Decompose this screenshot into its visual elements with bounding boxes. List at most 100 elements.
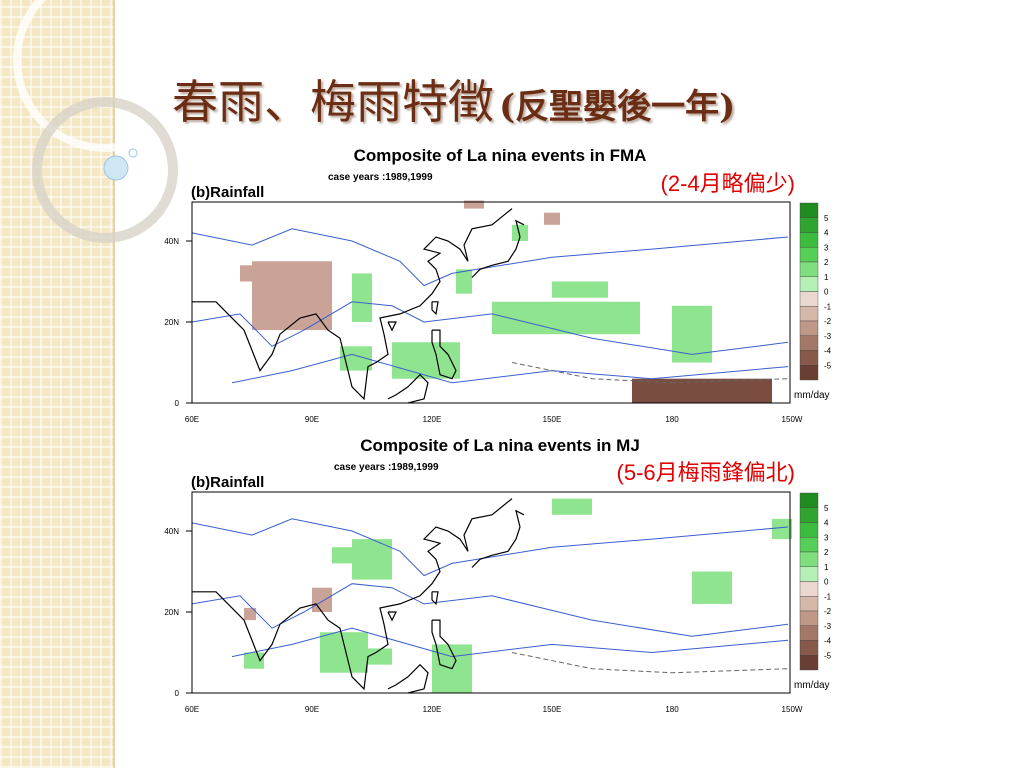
annotation: (2-4月略偏少) bbox=[661, 171, 795, 196]
panel: Composite of La nina events in MJ case ye… bbox=[164, 436, 831, 714]
map bbox=[191, 200, 791, 404]
rain-patch-positive bbox=[244, 652, 264, 669]
colorbar-cell bbox=[799, 551, 819, 567]
panel-label: (b)Rainfall bbox=[191, 184, 264, 201]
case-years: case years :1989,1999 bbox=[334, 462, 439, 473]
map-frame bbox=[191, 491, 791, 694]
coastline bbox=[431, 329, 457, 380]
rain-patch-positive bbox=[692, 571, 732, 604]
lon-label: 90E bbox=[305, 705, 319, 714]
colorbar-label: -2 bbox=[824, 607, 832, 616]
colorbar-label: -5 bbox=[824, 361, 832, 370]
panel-heading: Composite of La nina events in FMA bbox=[354, 146, 647, 165]
lat-label: 40N bbox=[164, 527, 179, 536]
rain-patch-positive bbox=[332, 547, 364, 564]
lon-label: 180 bbox=[665, 705, 679, 714]
colorbar-cell bbox=[799, 232, 819, 248]
rain-patch-positive bbox=[368, 648, 392, 665]
rain-patch-negative bbox=[252, 261, 332, 331]
contour-dashed bbox=[511, 652, 789, 674]
colorbar-label: 4 bbox=[824, 229, 829, 238]
coastline bbox=[192, 498, 513, 691]
colorbar-label: -1 bbox=[824, 302, 832, 311]
colorbar-label: -4 bbox=[824, 637, 832, 646]
colorbar-label: 5 bbox=[824, 214, 829, 223]
coastline bbox=[387, 321, 397, 332]
lat-label: 0 bbox=[175, 689, 180, 698]
coastline bbox=[431, 619, 457, 670]
colorbar-label: -2 bbox=[824, 317, 832, 326]
lon-label: 150E bbox=[543, 705, 562, 714]
lat-label: 40N bbox=[164, 237, 179, 246]
map-bg bbox=[192, 492, 790, 693]
rain-patch-negative bbox=[312, 587, 332, 612]
colorbar-label: 0 bbox=[824, 288, 829, 297]
contour bbox=[191, 518, 789, 577]
slide-title: 春雨、梅雨特徵 (反聖嬰後一年) bbox=[172, 66, 735, 132]
contour bbox=[231, 353, 789, 384]
lon-label: 60E bbox=[185, 705, 199, 714]
panel-heading: Composite of La nina events in MJ bbox=[360, 436, 640, 455]
colorbar-cell bbox=[799, 261, 819, 277]
lat-label: 20N bbox=[164, 318, 179, 327]
colorbar-label: 2 bbox=[824, 548, 829, 557]
colorbar-label: 1 bbox=[824, 273, 829, 282]
lon-label: 120E bbox=[423, 415, 442, 424]
lon-label: 150W bbox=[782, 705, 803, 714]
colorbar-label: 4 bbox=[824, 519, 829, 528]
colorbar-unit: mm/day bbox=[794, 390, 830, 401]
colorbar-cell bbox=[799, 217, 819, 233]
lon-label: 90E bbox=[305, 415, 319, 424]
colorbar-label: 3 bbox=[824, 533, 829, 542]
lon-label: 60E bbox=[185, 415, 199, 424]
contour bbox=[191, 301, 789, 355]
lat-label: 0 bbox=[175, 399, 180, 408]
title-main: 春雨、梅雨特徵 bbox=[172, 75, 494, 129]
rain-patch-positive bbox=[320, 632, 368, 673]
colorbar-label: -4 bbox=[824, 347, 832, 356]
title-sub: (反聖嬰後一年) bbox=[499, 87, 736, 127]
colorbar-cell bbox=[799, 625, 819, 641]
coastline bbox=[431, 301, 439, 316]
colorbar-cell bbox=[799, 610, 819, 626]
rain-patch-positive bbox=[456, 269, 472, 294]
contour bbox=[191, 583, 789, 637]
colorbar-cell bbox=[799, 247, 819, 263]
rain-patch-positive bbox=[552, 281, 608, 298]
colorbar-cell bbox=[799, 350, 819, 366]
colorbar-label: 5 bbox=[824, 504, 829, 513]
lat-label: 20N bbox=[164, 608, 179, 617]
rain-patch-negative bbox=[244, 607, 256, 621]
colorbar-cell bbox=[799, 655, 819, 671]
rain-patch-positive bbox=[352, 273, 372, 322]
panel-label: (b)Rainfall bbox=[191, 474, 264, 491]
rain-patch-negative bbox=[544, 212, 560, 225]
contour bbox=[191, 228, 789, 287]
contour-dashed bbox=[511, 362, 789, 384]
coastline bbox=[387, 663, 429, 694]
rain-patch-positive bbox=[772, 518, 792, 540]
colorbar-label: -5 bbox=[824, 651, 832, 660]
coastline bbox=[387, 373, 429, 404]
rain-patch-negative bbox=[240, 265, 260, 282]
colorbar-cell bbox=[799, 365, 819, 381]
rain-patch-positive bbox=[392, 342, 460, 379]
colorbar-cell bbox=[799, 522, 819, 538]
lon-label: 150E bbox=[543, 415, 562, 424]
coastline bbox=[431, 591, 439, 606]
lon-label: 180 bbox=[665, 415, 679, 424]
colorbar-label: 3 bbox=[824, 243, 829, 252]
colorbar-label: 1 bbox=[824, 563, 829, 572]
case-years: case years :1989,1999 bbox=[328, 172, 433, 183]
colorbar-cell bbox=[799, 306, 819, 322]
lon-label: 120E bbox=[423, 705, 442, 714]
coastline bbox=[192, 208, 513, 401]
rain-patch-positive bbox=[552, 498, 592, 515]
colorbar-cell bbox=[799, 320, 819, 336]
colorbar-cell bbox=[799, 596, 819, 612]
colorbar-cell bbox=[799, 276, 819, 292]
map bbox=[191, 491, 792, 694]
rain-patch-positive bbox=[492, 301, 640, 335]
